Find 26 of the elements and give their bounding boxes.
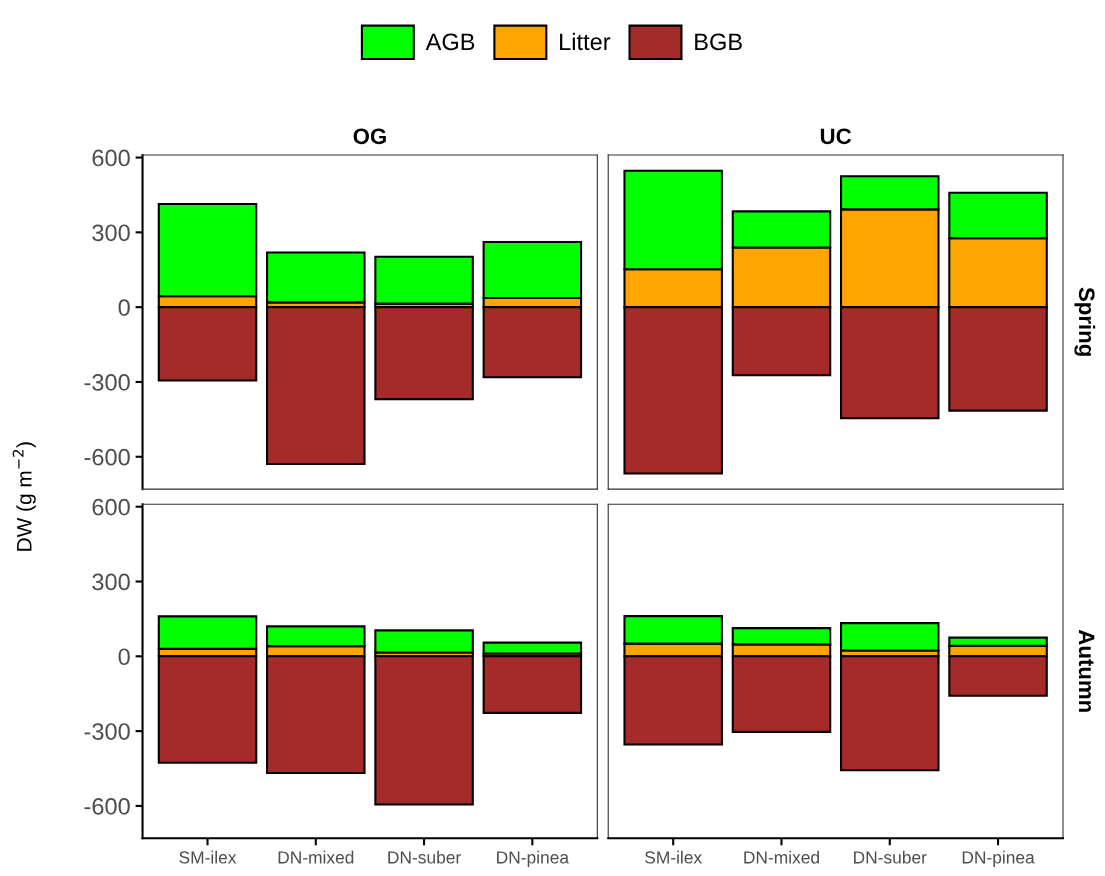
- x-tick-label: DN-pinea: [497, 850, 570, 868]
- text: Autumn: [1078, 629, 1095, 712]
- chart-title: UC: [820, 128, 852, 145]
- x-tick-label: DN-mixed: [744, 850, 819, 864]
- y-tick-label: -600: [84, 797, 130, 815]
- y-tick-label: 600: [92, 498, 130, 516]
- y-tick-label: 600: [92, 149, 130, 167]
- y-tick-label: -600: [84, 448, 130, 466]
- y-tick-label: -300: [84, 374, 130, 391]
- legend-label: Litter: [560, 32, 611, 51]
- x-tick-label: DN-suber: [388, 850, 461, 864]
- y-tick-label: 300: [92, 224, 130, 242]
- x-tick-label: DN-pinea: [962, 850, 1035, 868]
- y-axis-title: DW (g m$^{−2}$): [12, 442, 36, 551]
- text: Spring: [1074, 287, 1096, 356]
- x-tick-label: DN-mixed: [278, 850, 354, 864]
- y-tick-label: 300: [92, 573, 130, 591]
- x-tick-label: SM-ilex: [179, 850, 237, 864]
- legend-label: BGB: [695, 33, 742, 51]
- legend-label: AGB: [425, 33, 475, 51]
- y-tick-label: 0: [118, 299, 130, 316]
- x-tick-label: SM-ilex: [645, 850, 702, 864]
- x-tick-label: DN-suber: [854, 850, 927, 864]
- chart-title: OG: [353, 128, 386, 145]
- y-tick-label: -300: [84, 723, 130, 740]
- y-tick-label: 0: [118, 648, 130, 666]
